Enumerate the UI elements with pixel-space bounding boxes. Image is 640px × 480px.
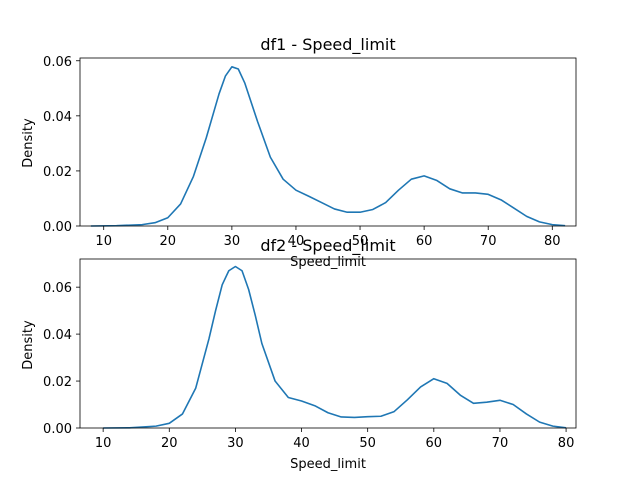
- y-tick-label: 0.02: [43, 375, 72, 390]
- y-tick-label: 0.02: [43, 165, 72, 180]
- x-tick-label: 30: [227, 436, 244, 451]
- y-tick-label: 0.00: [43, 220, 72, 235]
- x-tick-label: 20: [161, 436, 178, 451]
- chart-title: df2 - Speed_limit: [260, 236, 395, 256]
- x-axis-title: Speed_limit: [290, 255, 366, 270]
- x-tick-label: 50: [352, 234, 369, 249]
- y-tick-label: 0.04: [43, 110, 72, 125]
- x-axis-title: Speed_limit: [290, 457, 366, 472]
- x-tick-label: 60: [426, 436, 443, 451]
- kde-density-line: [103, 265, 567, 429]
- y-tick-label: 0.06: [43, 55, 72, 70]
- x-tick-label: 60: [416, 234, 433, 249]
- kde-density-line: [90, 66, 566, 227]
- x-tick-label: 30: [224, 234, 241, 249]
- y-tick-label: 0.06: [43, 281, 72, 296]
- x-tick-label: 70: [480, 234, 497, 249]
- x-tick-label: 80: [558, 436, 575, 451]
- y-axis-title: Density: [21, 320, 36, 370]
- x-tick-label: 40: [288, 234, 305, 249]
- subplot-df1: df1 - Speed_limit Density Speed_limit 10…: [21, 35, 577, 270]
- axes-frame: [79, 57, 577, 227]
- y-axis-title: Density: [21, 118, 36, 168]
- x-tick-label: 80: [544, 234, 561, 249]
- x-tick-label: 70: [492, 436, 509, 451]
- x-tick-label: 50: [359, 436, 376, 451]
- y-tick-label: 0.00: [43, 422, 72, 437]
- x-tick-label: 20: [160, 234, 177, 249]
- subplot-df2: df2 - Speed_limit Density Speed_limit 10…: [21, 236, 577, 472]
- x-tick-label: 10: [95, 234, 112, 249]
- y-tick-label: 0.04: [43, 328, 72, 343]
- x-tick-label: 10: [95, 436, 112, 451]
- chart-title: df1 - Speed_limit: [260, 35, 395, 55]
- x-tick-label: 40: [293, 436, 310, 451]
- axes-frame: [79, 258, 577, 429]
